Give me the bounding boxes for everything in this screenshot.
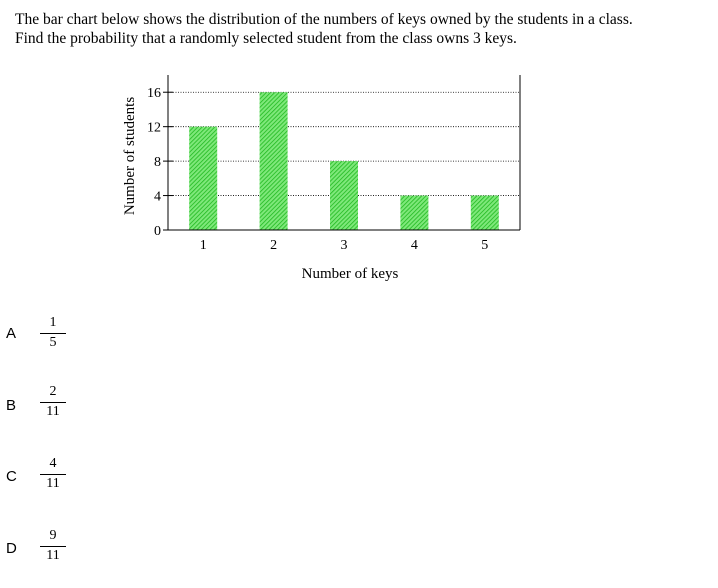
y-tick-label: 12 (147, 121, 161, 136)
option-d-fraction: 9 11 (40, 528, 66, 564)
question-line-1: The bar chart below shows the distributi… (15, 11, 633, 28)
option-c-fraction: 4 11 (40, 456, 66, 492)
option-c-numerator: 4 (49, 456, 57, 471)
x-tick-label: 4 (411, 238, 418, 253)
x-tick-label: 5 (481, 238, 488, 253)
x-tick-label: 2 (270, 238, 277, 253)
y-tick-label: 4 (154, 190, 161, 205)
option-b-letter: B (6, 397, 17, 414)
bar-1 (189, 126, 218, 230)
fraction-bar (40, 333, 66, 334)
y-tick-label: 16 (147, 86, 161, 101)
x-tick-label: 3 (341, 238, 348, 253)
question-text: The bar chart below shows the distributi… (15, 10, 705, 48)
x-axis-label: Number of keys (302, 266, 399, 282)
option-b-numerator: 2 (49, 384, 57, 399)
option-c-denominator: 11 (46, 476, 60, 491)
option-a-fraction: 1 5 (40, 315, 66, 351)
option-a-denominator: 5 (49, 335, 57, 350)
y-tick-label: 0 (154, 224, 161, 239)
bar-3 (330, 161, 358, 230)
option-d[interactable]: D 9 11 (0, 528, 120, 588)
fraction-bar (40, 546, 66, 547)
option-b-denominator: 11 (46, 404, 60, 419)
fraction-bar (40, 402, 66, 403)
bar-4 (400, 195, 429, 230)
y-axis-label: Number of students (122, 97, 138, 215)
x-tick-label: 1 (200, 238, 207, 253)
question-line-2: Find the probability that a randomly sel… (15, 30, 517, 47)
bar-2 (259, 92, 288, 230)
option-b[interactable]: B 2 11 (0, 384, 120, 444)
option-c-letter: C (6, 468, 17, 485)
option-d-denominator: 11 (46, 548, 60, 563)
option-a-numerator: 1 (49, 315, 57, 330)
option-b-fraction: 2 11 (40, 384, 66, 420)
option-a-letter: A (6, 325, 17, 342)
option-d-numerator: 9 (49, 528, 57, 543)
option-c[interactable]: C 4 11 (0, 456, 120, 516)
bar-5 (470, 195, 499, 230)
option-d-letter: D (6, 540, 17, 557)
fraction-bar (40, 474, 66, 475)
y-tick-label: 8 (154, 155, 161, 170)
option-a[interactable]: A 1 5 (0, 315, 120, 375)
